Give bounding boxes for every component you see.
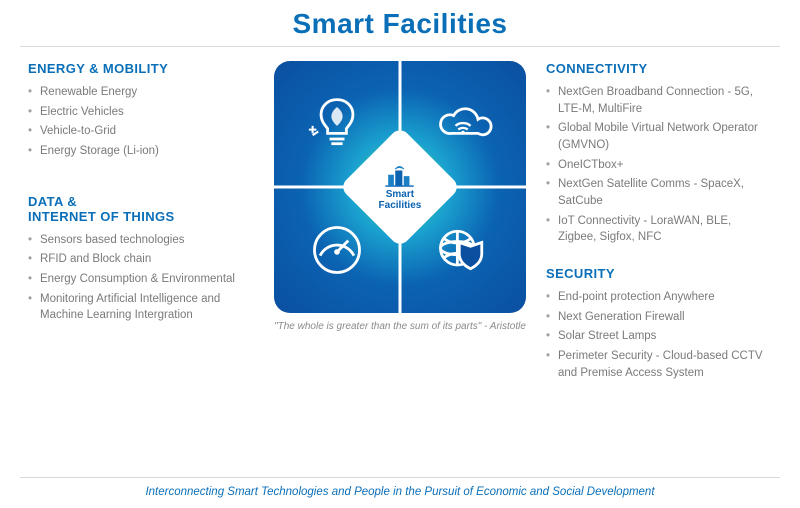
list-item: Solar Street Lamps (546, 328, 772, 345)
right-column: CONNECTIVITY NextGen Broadband Connectio… (546, 61, 772, 401)
section-list: Renewable Energy Electric Vehicles Vehic… (28, 84, 254, 160)
section-security: SECURITY End-point protection Anywhere N… (546, 266, 772, 381)
center-column: Smart Facilities "The whole is greater t… (270, 61, 530, 332)
page-title: Smart Facilities (0, 0, 800, 46)
footer-text: Interconnecting Smart Technologies and P… (145, 486, 654, 498)
list-item: Energy Consumption & Environmental (28, 271, 254, 288)
section-list: Sensors based technologies RFID and Bloc… (28, 232, 254, 324)
divider-bottom (20, 477, 780, 478)
center-label-2: Facilities (379, 200, 422, 211)
section-title: DATA & INTERNET OF THINGS (28, 194, 254, 224)
section-list: NextGen Broadband Connection - 5G, LTE-M… (546, 84, 772, 246)
list-item: Monitoring Artificial Intelligence and M… (28, 291, 254, 324)
list-item: Sensors based technologies (28, 232, 254, 249)
globe-shield-icon (433, 220, 493, 280)
list-item: Perimeter Security - Cloud-based CCTV an… (546, 348, 772, 381)
cloud-wifi-icon (433, 94, 493, 154)
list-item: IoT Connectivity - LoraWAN, BLE, Zigbee,… (546, 213, 772, 246)
list-item: Renewable Energy (28, 84, 254, 101)
lightbulb-icon (307, 94, 367, 154)
list-item: Vehicle-to-Grid (28, 123, 254, 140)
section-title: CONNECTIVITY (546, 61, 772, 76)
list-item: NextGen Satellite Comms - SpaceX, SatCub… (546, 176, 772, 209)
list-item: Global Mobile Virtual Network Operator (… (546, 120, 772, 153)
main-layout: ENERGY & MOBILITY Renewable Energy Elect… (0, 47, 800, 407)
section-data-iot: DATA & INTERNET OF THINGS Sensors based … (28, 194, 254, 324)
section-connectivity: CONNECTIVITY NextGen Broadband Connectio… (546, 61, 772, 246)
section-title-line1: DATA & (28, 194, 77, 209)
quadrant-grid: Smart Facilities (274, 61, 526, 313)
left-column: ENERGY & MOBILITY Renewable Energy Elect… (28, 61, 254, 344)
section-list: End-point protection Anywhere Next Gener… (546, 289, 772, 381)
section-energy-mobility: ENERGY & MOBILITY Renewable Energy Elect… (28, 61, 254, 160)
center-badge: Smart Facilities (379, 164, 422, 211)
section-title: SECURITY (546, 266, 772, 281)
section-title: ENERGY & MOBILITY (28, 61, 254, 76)
list-item: Electric Vehicles (28, 104, 254, 121)
list-item: RFID and Block chain (28, 251, 254, 268)
center-label-1: Smart (386, 190, 414, 201)
list-item: OneICTbox+ (546, 157, 772, 174)
gauge-icon (307, 220, 367, 280)
city-icon (383, 164, 417, 188)
list-item: Energy Storage (Li-ion) (28, 143, 254, 160)
list-item: End-point protection Anywhere (546, 289, 772, 306)
section-title-line2: INTERNET OF THINGS (28, 209, 175, 224)
footer: Interconnecting Smart Technologies and P… (0, 477, 800, 498)
list-item: NextGen Broadband Connection - 5G, LTE-M… (546, 84, 772, 117)
list-item: Next Generation Firewall (546, 309, 772, 326)
quote: "The whole is greater than the sum of it… (274, 321, 526, 332)
